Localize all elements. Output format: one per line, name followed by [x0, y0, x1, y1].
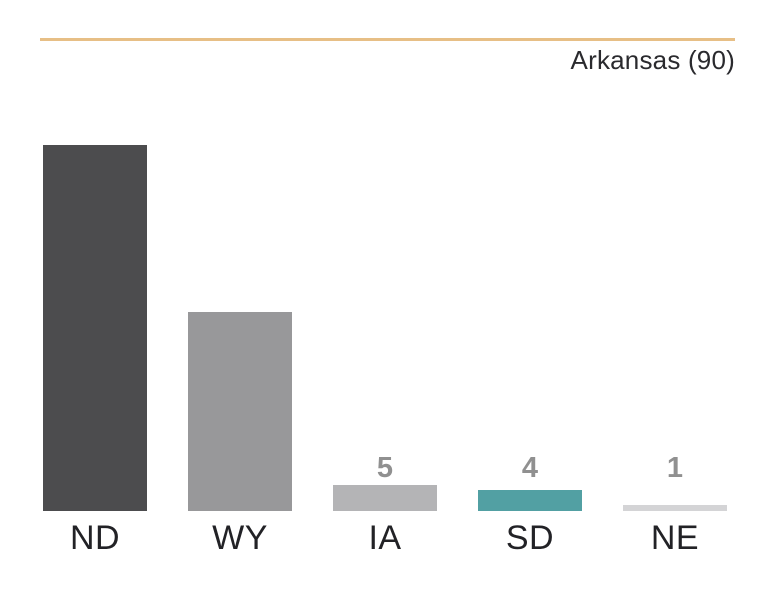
bar-category-label: ND [69, 519, 121, 557]
bar-nd [43, 145, 147, 511]
chart-title: Arkansas (90) [570, 45, 735, 75]
bar-category-label: IA [368, 519, 402, 557]
bar-category-label: WY [212, 519, 268, 557]
bar-category-label: NE [650, 519, 700, 557]
bar-value-label: 5 [376, 452, 394, 484]
bar-ia [333, 485, 437, 511]
bar-category-label: SD [505, 519, 555, 557]
bar-ne [623, 505, 727, 511]
bar-sd [478, 490, 582, 511]
bar-wy [188, 312, 292, 511]
bar-value-label: 4 [521, 452, 539, 484]
accent-divider-line [40, 38, 735, 41]
bar-value-label: 1 [666, 452, 684, 484]
